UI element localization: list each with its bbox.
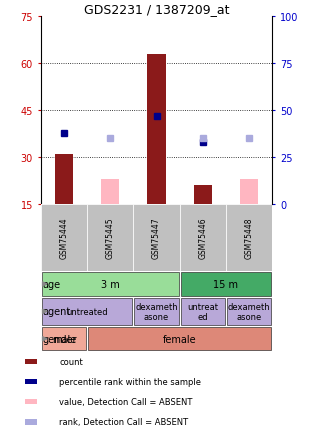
Bar <box>227 298 271 325</box>
Text: dexameth
asone: dexameth asone <box>228 302 270 321</box>
Text: percentile rank within the sample: percentile rank within the sample <box>59 377 202 386</box>
Bar <box>41 204 87 272</box>
Text: GSM75447: GSM75447 <box>152 217 161 259</box>
Bar <box>42 273 179 296</box>
Text: count: count <box>59 357 83 366</box>
Text: GSM75446: GSM75446 <box>198 217 207 259</box>
Text: male: male <box>52 334 76 344</box>
Text: female: female <box>163 334 197 344</box>
Text: GSM75445: GSM75445 <box>106 217 115 259</box>
Bar <box>54 155 73 204</box>
Text: GSM75444: GSM75444 <box>59 217 68 259</box>
Bar <box>25 399 37 404</box>
Text: age: age <box>42 279 60 289</box>
Text: rank, Detection Call = ABSENT: rank, Detection Call = ABSENT <box>59 418 189 426</box>
Text: 15 m: 15 m <box>213 279 239 289</box>
Bar <box>88 327 271 351</box>
Bar <box>133 204 180 272</box>
Text: 3 m: 3 m <box>101 279 120 289</box>
Text: gender: gender <box>42 334 77 344</box>
Bar <box>147 55 166 204</box>
Bar <box>240 180 259 204</box>
Bar <box>42 327 86 351</box>
Bar <box>134 298 179 325</box>
Bar <box>181 273 271 296</box>
Title: GDS2231 / 1387209_at: GDS2231 / 1387209_at <box>84 3 229 16</box>
Text: untreated: untreated <box>66 307 108 316</box>
Bar <box>226 204 272 272</box>
Text: agent: agent <box>42 307 70 316</box>
Bar <box>25 379 37 385</box>
Bar <box>25 419 37 424</box>
Text: GSM75448: GSM75448 <box>245 217 254 259</box>
Bar <box>181 298 225 325</box>
Bar <box>25 359 37 365</box>
Bar <box>101 180 120 204</box>
Bar <box>87 204 133 272</box>
Text: untreat
ed: untreat ed <box>187 302 218 321</box>
Bar <box>42 298 132 325</box>
Text: value, Detection Call = ABSENT: value, Detection Call = ABSENT <box>59 397 193 406</box>
Bar <box>180 204 226 272</box>
Bar <box>193 186 212 204</box>
Text: dexameth
asone: dexameth asone <box>135 302 178 321</box>
